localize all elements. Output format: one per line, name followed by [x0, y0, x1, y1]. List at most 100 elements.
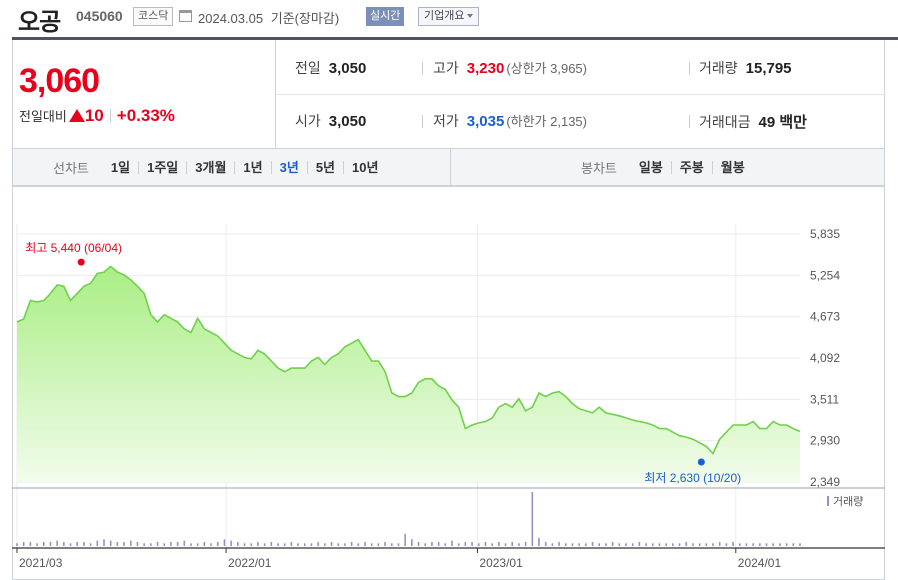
volume-bar — [451, 540, 453, 546]
volume-bar — [431, 541, 433, 546]
volume-bar — [411, 539, 413, 546]
volume-bar — [210, 543, 212, 546]
volume-bar — [745, 543, 748, 546]
y-tick-label: 2,349 — [810, 475, 840, 489]
volume-bar — [69, 543, 72, 546]
volume-bar — [792, 543, 795, 546]
period-line_items-0[interactable]: 1일 — [110, 159, 131, 175]
volume-bar — [317, 541, 319, 546]
volume-bar — [350, 541, 353, 546]
prev-close-value: 3,050 — [328, 60, 367, 77]
volume-bar — [437, 541, 440, 546]
stat-separator — [689, 62, 690, 75]
volume-bar — [618, 543, 621, 546]
volume-bar — [511, 541, 514, 546]
volume-bar — [49, 541, 52, 546]
volume-bar — [444, 543, 447, 546]
up-triangle-icon — [68, 109, 85, 122]
volume-bar — [538, 537, 540, 546]
volume-bar — [705, 543, 708, 546]
volume-bar — [277, 543, 279, 546]
y-tick-label: 5,254 — [810, 268, 840, 282]
market-badge: 코스닥 — [133, 7, 174, 26]
change-amount: 10 — [84, 106, 104, 125]
volume-bar — [477, 543, 480, 546]
volume-bar — [732, 541, 734, 546]
change-row: 전일대비 10 +0.33% — [19, 106, 175, 126]
stock-name: 오공 — [18, 9, 61, 36]
volume-bar — [263, 543, 266, 546]
company-info-button[interactable]: 기업개요 — [418, 7, 480, 26]
volume-bar — [344, 543, 346, 546]
period-line_items-2[interactable]: 3개월 — [186, 160, 234, 174]
price-chart[interactable]: 5,835 5,254 4,673 4,092 3,511 2,930 2,349 최고 5,… — [12, 186, 885, 580]
volume-bar — [83, 541, 85, 546]
volume-bar — [36, 543, 38, 546]
volume-bar — [324, 543, 326, 546]
line-chart-periods: 선차트 1일 1주일 3개월 1년 3년 5년 10년 — [53, 149, 386, 185]
volume-bar — [785, 543, 788, 546]
change-percent: +0.33% — [116, 106, 175, 125]
stat-volume: 거래량 15,795 — [699, 58, 792, 78]
stat-low: 저가 3,035 (하한가 2,135) — [433, 111, 587, 131]
period-line_items-3[interactable]: 1년 — [234, 160, 270, 174]
period-candle_items-2[interactable]: 월봉 — [711, 160, 753, 174]
volume-bar — [96, 540, 99, 546]
volume-bar — [779, 543, 781, 546]
volume-bar — [283, 543, 286, 546]
volume-bar — [330, 541, 333, 546]
period-candle_items-1[interactable]: 주봉 — [670, 160, 712, 174]
volume-bar — [163, 543, 166, 546]
volume-bar — [404, 533, 406, 546]
stat-amount: 거래대금 49 백만 — [699, 111, 807, 132]
realtime-button[interactable]: 실시간 — [366, 7, 405, 26]
volume-bar — [370, 543, 373, 546]
volume-bar — [417, 541, 420, 546]
date-value: 2024.03.05 — [198, 11, 264, 26]
price-divider — [275, 40, 276, 148]
volume-label: 거래량 — [699, 60, 738, 76]
volume-bar — [518, 543, 520, 546]
volume-bar — [22, 541, 25, 546]
open-value: 3,050 — [328, 113, 367, 130]
period-line_items-1[interactable]: 1주일 — [138, 160, 186, 174]
volume-bar — [585, 543, 587, 546]
period-candle_items-0[interactable]: 일봉 — [638, 159, 663, 175]
volume-bar — [578, 543, 580, 546]
x-tick-label: 2024/01 — [738, 556, 782, 570]
volume-bar — [484, 541, 487, 546]
volume-bar — [384, 541, 386, 546]
volume-bar — [310, 543, 313, 546]
volume-bar — [190, 543, 192, 546]
upper-limit: (상한가 3,965) — [506, 61, 587, 76]
high-marker — [77, 258, 85, 266]
volume-bar — [109, 540, 112, 546]
volume-bar — [203, 541, 206, 546]
lower-limit: (하한가 2,135) — [506, 114, 587, 129]
volume-bar — [364, 541, 366, 546]
volume-bar — [598, 543, 601, 546]
volume-bar — [471, 541, 473, 546]
volume-bar — [136, 541, 139, 546]
period-line_items-6[interactable]: 10년 — [343, 160, 386, 174]
volume-bar — [551, 543, 554, 546]
volume-bar — [605, 543, 607, 546]
price-area — [17, 266, 800, 482]
volume-bar — [270, 541, 273, 546]
volume-bar — [799, 543, 801, 546]
y-tick-label: 5,835 — [810, 227, 840, 241]
stat-prev-close: 전일 3,050 — [295, 58, 366, 78]
x-tick-label: 2021/03 — [19, 556, 63, 570]
period-divider — [450, 149, 451, 185]
volume-bar — [491, 543, 493, 546]
period-line_items-5[interactable]: 5년 — [306, 160, 343, 174]
stock-code: 045060 — [76, 8, 123, 24]
period-line_items-4[interactable]: 3년 — [270, 160, 307, 174]
volume-bar — [357, 543, 360, 546]
x-tick-label: 2022/01 — [228, 556, 272, 570]
volume-bar — [464, 541, 467, 546]
stat-separator — [689, 115, 690, 128]
volume-bar — [56, 540, 58, 546]
candle-chart-label: 봉차트 — [581, 160, 617, 176]
x-tick-label: 2023/01 — [479, 556, 523, 570]
